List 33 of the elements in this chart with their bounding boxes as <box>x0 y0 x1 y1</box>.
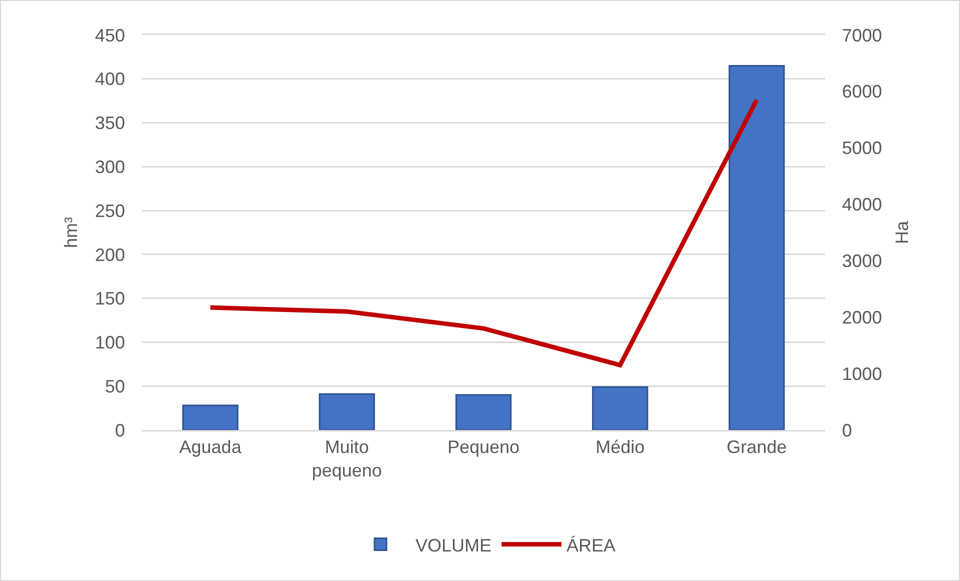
y-tick-label: 100 <box>94 332 125 353</box>
line-series <box>208 98 759 368</box>
legend-label: ÁREA <box>566 535 616 556</box>
y-tick-label: 200 <box>94 244 125 265</box>
y-tick-label: 400 <box>94 69 125 90</box>
y-tick-label: 0 <box>114 420 125 440</box>
y2-tick-label: 7000 <box>842 25 882 46</box>
y-tick-label: 250 <box>94 200 125 221</box>
x-tick-label: Pequeno <box>447 437 520 458</box>
y2-tick-label: 6000 <box>842 82 882 102</box>
y2-tick-label: 0 <box>842 420 852 440</box>
y2-tick-label: 4000 <box>842 194 882 215</box>
bar <box>318 393 375 430</box>
y-tick-label: 50 <box>104 376 125 396</box>
bar <box>455 394 512 430</box>
bar <box>182 404 238 430</box>
y2-tick-label: 5000 <box>842 138 882 158</box>
legend-label: VOLUME <box>416 535 492 556</box>
x-tick-label: Médio <box>596 437 645 458</box>
y-tick-label: 450 <box>94 25 125 46</box>
y2-axis-title: Ha <box>892 220 912 244</box>
y-tick-label: 150 <box>94 288 125 309</box>
y2-tick-label: 2000 <box>842 307 882 328</box>
y2-tick-label: 3000 <box>842 251 882 272</box>
x-tick-label: Grande <box>726 437 787 458</box>
y2-tick-label: 1000 <box>842 364 882 384</box>
y-axis-title: hm³ <box>61 216 82 248</box>
bar <box>592 386 648 430</box>
y-tick-label: 300 <box>94 156 125 177</box>
x-tick-label: Muito pequeno <box>312 437 382 480</box>
bar <box>728 64 785 430</box>
y-tick-label: 350 <box>94 113 125 134</box>
x-tick-label: Aguada <box>179 437 242 458</box>
